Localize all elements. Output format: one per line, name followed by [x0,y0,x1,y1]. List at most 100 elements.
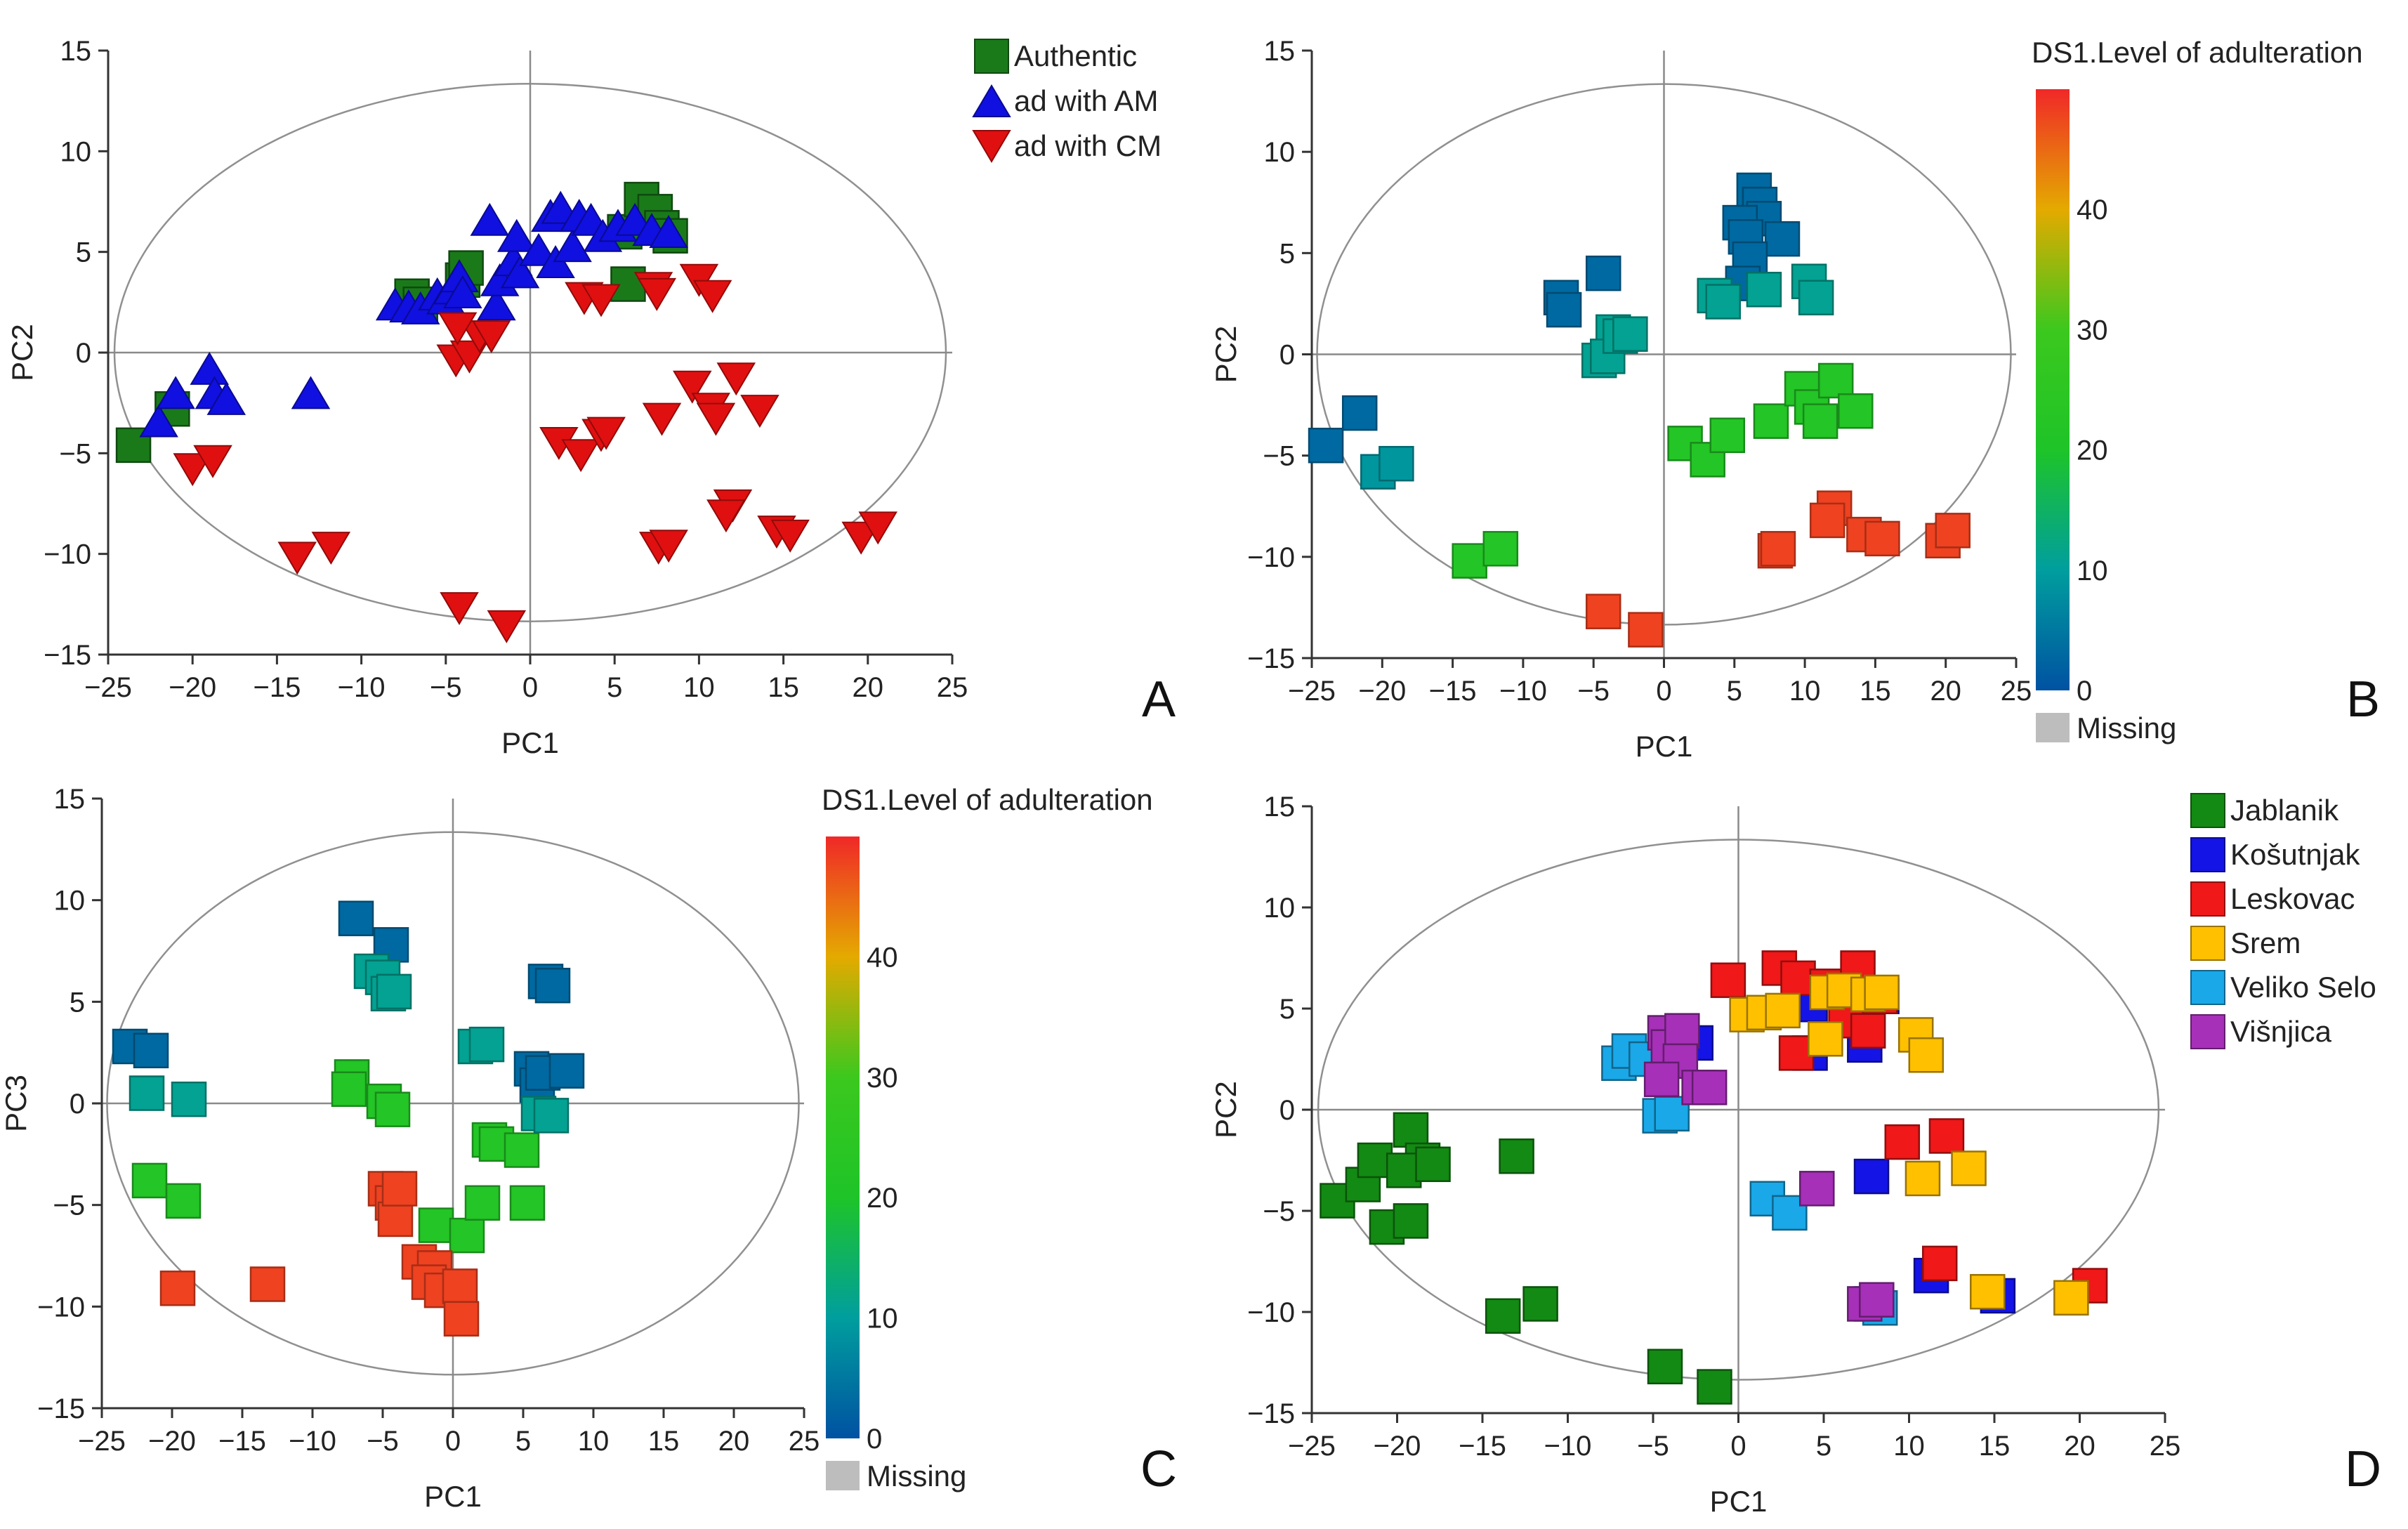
point-ad-with-cm [311,532,351,565]
x-tick-label: 5 [515,1426,531,1457]
x-tick-label: 10 [1789,676,1821,707]
point-jablanik [1415,1146,1451,1183]
colorbar-tick-label: 10 [867,1304,898,1334]
point-adulteration [1705,284,1742,320]
legend-label-ko-utnjak: Košutnjak [2230,838,2360,871]
point-adulteration [129,1075,165,1111]
x-tick-label: 25 [789,1426,820,1457]
point-ad-with-cm [858,511,897,545]
legend-label-leskovac: Leskovac [2230,882,2355,915]
x-tick-label: 0 [1656,676,1671,707]
x-tick-label: 0 [445,1426,461,1457]
x-tick-label: 10 [683,672,715,703]
x-tick-label: −10 [338,672,386,703]
x-tick-label: 5 [1727,676,1742,707]
colorbar-tick-label: 0 [867,1424,882,1455]
point-ad-with-cm [440,592,479,626]
legend-marker-leskovac [2190,881,2225,917]
point-adulteration [1753,403,1789,439]
point-adulteration [1838,393,1874,429]
point-adulteration [1802,403,1838,439]
point-srem [1970,1273,2006,1310]
y-tick-label: −15 [44,640,91,671]
point-ad-with-cm [561,439,600,473]
point-jablanik [1393,1203,1429,1239]
panel-label-d: D [2345,1441,2381,1497]
point-ad-with-am [443,275,482,308]
point-vi-njica [1799,1171,1835,1207]
point-adulteration [1585,255,1621,291]
x-tick-label: 0 [1730,1431,1746,1462]
point-adulteration [468,1026,505,1063]
x-tick-label: −15 [1459,1431,1506,1462]
point-ad-with-cm [673,370,712,404]
x-tick-label: 25 [937,672,968,703]
x-tick-label: −25 [84,672,132,703]
legend-marker-veliko-selo [2190,970,2225,1005]
point-vi-njica [1664,1013,1700,1049]
y-tick-label: 0 [1279,340,1295,371]
colorbar-tick-label: 20 [2077,435,2108,466]
chart-panel-c: −25 −20 −15 −10 −5 0 5 10 15 20 25 −15 −10 −5 0 5 10 15 PC… [0,783,1177,1513]
point-adulteration [443,1301,480,1337]
y-tick-label: 10 [1264,137,1296,168]
x-tick-label: −20 [1374,1431,1421,1462]
y-tick-label: −15 [37,1393,85,1424]
point-ad-with-am [553,229,592,263]
point-srem [1951,1150,1987,1186]
point-leskovac [1780,960,1816,997]
y-tick-label: 15 [1264,792,1296,822]
point-adulteration [1628,612,1664,648]
colorbar-tick-label: 30 [2077,315,2108,346]
point-ad-with-am [519,232,558,266]
point-jablanik [1697,1369,1732,1405]
colorbar-tick-label: 30 [867,1063,898,1094]
y-tick-label: 10 [54,886,86,917]
y-tick-label: 15 [54,784,86,815]
point-adulteration [373,927,409,963]
point-adulteration [1864,520,1900,557]
point-ad-with-cm [487,610,527,643]
legend-marker-ad-with-cm [972,130,1011,163]
point-vi-njica [1859,1282,1895,1318]
y-tick-label: −5 [53,1190,85,1221]
point-ad-with-cm [649,530,688,563]
point-jablanik [1485,1298,1521,1334]
y-tick-label: −10 [44,539,91,570]
x-tick-label: −25 [1288,676,1336,707]
x-tick-label: −10 [1544,1431,1592,1462]
legend-label-ad-with-am: ad with AM [1014,84,1158,117]
point-ad-with-am [649,215,688,248]
x-tick-label: −20 [169,672,216,703]
point-leskovac [1710,962,1746,998]
point-adulteration [131,1162,168,1199]
chart-panel-b: −25 −20 −15 −10 −5 0 5 10 15 20 25 −15 −10 −5 0 5 10 15 PC… [1209,36,2380,763]
legend-label-veliko-selo: Veliko Selo [2230,971,2376,1004]
point-adulteration [338,900,374,936]
point-adulteration [1452,543,1487,579]
x-tick-label: −25 [78,1426,126,1457]
point-ad-with-cm [696,402,736,436]
y-tick-label: −5 [1263,441,1295,472]
y-tick-label: 0 [1279,1095,1295,1126]
y-tick-label: −15 [1247,1398,1295,1429]
x-tick-label: −5 [367,1426,399,1457]
y-tick-label: 10 [60,136,92,167]
point-adulteration [1809,502,1846,539]
point-leskovac [1921,1245,1958,1282]
point-ko-utnjak [1853,1158,1890,1195]
y-tick-label: 15 [1264,36,1296,67]
colorbar-title: DS1.Level of adulteration [2032,36,2363,69]
y-tick-label: 5 [1279,238,1295,269]
colorbar-tick-label: 10 [2077,556,2108,586]
point-adulteration [1308,428,1344,464]
y-axis-title: PC2 [1209,326,1242,383]
point-ad-with-cm [173,453,212,487]
point-adulteration [331,1071,367,1107]
point-adulteration [548,1053,585,1089]
x-tick-label: 10 [1893,1431,1925,1462]
x-tick-label: 15 [1979,1431,2011,1462]
point-adulteration [381,1171,418,1207]
y-axis-title: PC2 [1209,1081,1242,1138]
colorbar-title: DS1.Level of adulteration [822,783,1153,816]
